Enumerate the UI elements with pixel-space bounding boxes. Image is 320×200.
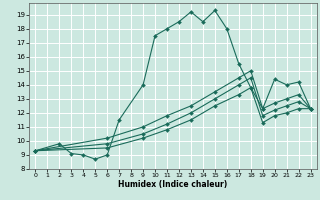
X-axis label: Humidex (Indice chaleur): Humidex (Indice chaleur) (118, 180, 228, 189)
